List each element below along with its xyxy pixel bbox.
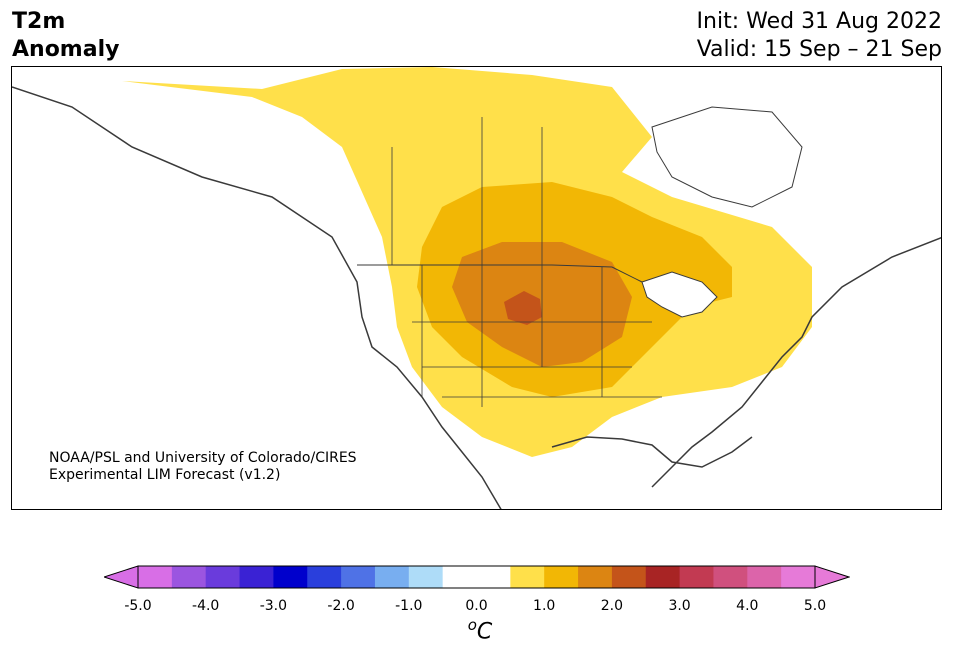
colorbar-bin <box>713 566 748 588</box>
gulf-coastline <box>551 436 753 468</box>
credit-line-2: Experimental LIM Forecast (v1.2) <box>49 467 281 483</box>
colorbar-tick-label: 3.0 <box>668 598 691 614</box>
colorbar-bin <box>171 566 207 588</box>
unit-superscript: o <box>467 616 477 634</box>
state-borders <box>391 117 662 407</box>
credit-text: NOAA/PSL and University of Colorado/CIRE… <box>49 450 357 484</box>
colorbar-outline <box>137 565 816 589</box>
init-date: Init: Wed 31 Aug 2022 <box>696 9 942 34</box>
colorbar-bin <box>679 566 714 588</box>
colorbar-bin <box>239 566 274 588</box>
colorbar-bin <box>645 566 681 588</box>
anomaly-map <box>12 67 941 509</box>
canada-us-border <box>357 264 643 283</box>
east-coastline <box>651 236 941 488</box>
title-anomaly: Anomaly <box>12 37 120 62</box>
colorbar-bin <box>205 566 241 588</box>
west-coastline <box>12 86 502 509</box>
colorbar-bin <box>578 566 613 588</box>
colorbar-tick-label: -5.0 <box>124 598 152 614</box>
colorbar-bin <box>781 566 816 588</box>
colorbar-under-arrow <box>104 565 139 589</box>
forecast-dates: Init: Wed 31 Aug 2022 Valid: 15 Sep – 21… <box>697 8 942 64</box>
hudson-bay <box>651 106 803 208</box>
colorbar-bin <box>544 566 579 588</box>
colorbar-tick-label: 0.0 <box>465 598 488 614</box>
colorbar-bin <box>374 566 410 588</box>
map-title: T2m Anomaly <box>12 8 119 64</box>
colorbar-tick-label: -1.0 <box>395 598 423 614</box>
colorbar-bin <box>341 566 376 588</box>
colorbar-tick-label: -3.0 <box>259 598 288 614</box>
colorbar-bin <box>611 566 647 588</box>
colorbar-bin <box>510 566 545 588</box>
colorbar-over-arrow <box>814 565 850 589</box>
colorbar-tick-label: -4.0 <box>192 598 220 614</box>
colorbar-tick-label: 5.0 <box>803 598 827 614</box>
colorbar-tick-label: 4.0 <box>736 598 759 614</box>
valid-date: Valid: 15 Sep – 21 Sep <box>696 37 942 62</box>
colorbar-bin <box>442 566 477 588</box>
colorbar-tick-label: 2.0 <box>600 598 624 614</box>
anomaly-region-dark <box>504 291 542 325</box>
title-variable: T2m <box>12 9 66 34</box>
colorbar-bin <box>747 566 782 588</box>
map-panel <box>11 66 942 510</box>
colorbar-bin <box>476 566 511 588</box>
colorbar-tick-label: -2.0 <box>327 598 355 614</box>
great-lakes <box>641 271 718 318</box>
colorbar-bins <box>138 566 816 588</box>
credit-line-1: NOAA/PSL and University of Colorado/CIRE… <box>49 450 357 466</box>
unit-base: C <box>476 619 493 645</box>
colorbar-tick-label: 1.0 <box>533 598 556 614</box>
colorbar-unit-label: oC <box>460 616 500 644</box>
colorbar <box>104 565 850 589</box>
colorbar-bin <box>307 566 342 588</box>
colorbar-bin <box>408 566 444 588</box>
colorbar-bin <box>138 566 173 588</box>
colorbar-bin <box>273 566 308 588</box>
